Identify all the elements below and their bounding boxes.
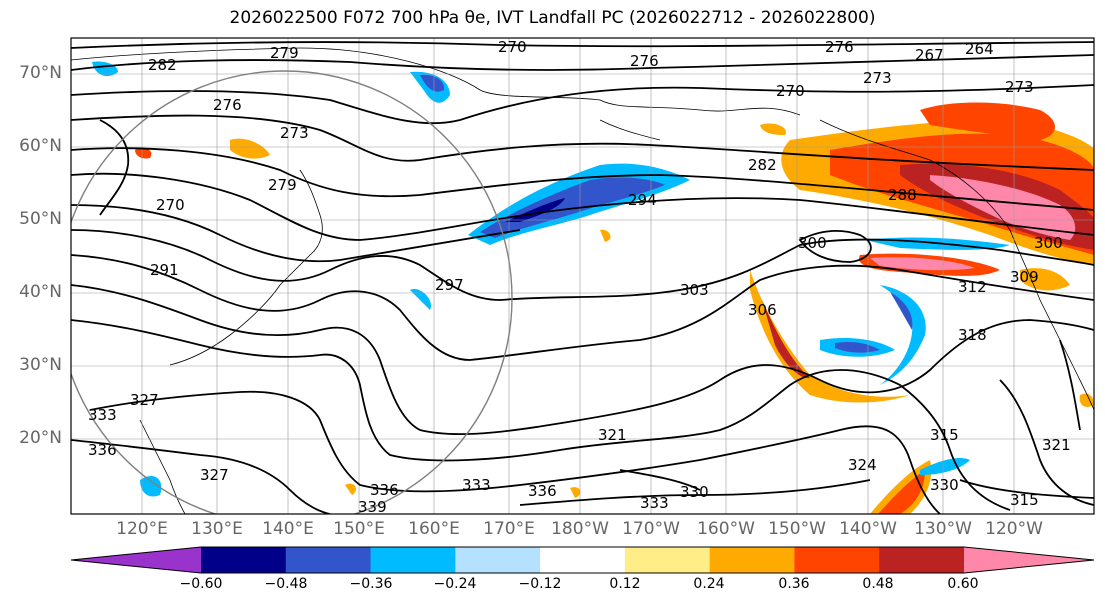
colorbar-swatch bbox=[964, 547, 1094, 573]
contour-label: 273 bbox=[863, 69, 892, 87]
colorbar bbox=[70, 546, 1095, 574]
colorbar-tick-label: −0.60 bbox=[179, 576, 223, 592]
contour-label: 273 bbox=[280, 124, 309, 142]
colorbar-tick-label: −0.48 bbox=[264, 576, 308, 592]
colorbar-tick-label: 0.60 bbox=[947, 576, 979, 592]
contour-label: 267 bbox=[915, 46, 944, 64]
contour-label: 291 bbox=[150, 261, 179, 279]
contour-label: 336 bbox=[528, 482, 557, 500]
lon-label: 150°E bbox=[333, 519, 385, 539]
colorbar-tick-label: −0.36 bbox=[349, 576, 393, 592]
plot-title: 2026022500 F072 700 hPa θe, IVT Landfall… bbox=[229, 8, 876, 28]
lon-label: 120°W bbox=[985, 519, 1043, 539]
lat-label: 40°N bbox=[19, 282, 62, 302]
contour-label: 297 bbox=[435, 276, 464, 294]
contour-label: 336 bbox=[88, 441, 117, 459]
colorbar-swatch bbox=[794, 547, 880, 573]
contour-label: 279 bbox=[268, 176, 297, 194]
theta-e-contours bbox=[71, 41, 1094, 514]
lat-label: 30°N bbox=[19, 355, 62, 375]
contour-label: 333 bbox=[88, 406, 117, 424]
contour-label: 282 bbox=[748, 156, 777, 174]
lat-label: 60°N bbox=[19, 136, 62, 156]
contour-label: 321 bbox=[1042, 436, 1071, 454]
contour-label: 276 bbox=[630, 52, 659, 70]
lat-label: 70°N bbox=[19, 63, 62, 83]
colorbar-tick-label: 0.48 bbox=[862, 576, 894, 592]
colorbar-tick-label: 0.24 bbox=[693, 576, 725, 592]
contour-labels: 282 279 276 276 270 267 264 273 270 276 … bbox=[88, 38, 1071, 516]
contour-label: 279 bbox=[270, 44, 299, 62]
lat-label: 50°N bbox=[19, 209, 62, 229]
lon-label: 160°E bbox=[408, 519, 460, 539]
colorbar-tick-label: −0.24 bbox=[433, 576, 477, 592]
colorbar-swatches bbox=[70, 546, 1095, 574]
map-panel: 282 279 276 276 270 267 264 273 270 276 … bbox=[70, 37, 1095, 516]
contour-label: 288 bbox=[888, 186, 917, 204]
colorbar-tick-label: 0.36 bbox=[778, 576, 810, 592]
colorbar-tick-label: −0.12 bbox=[518, 576, 562, 592]
contour-label: 303 bbox=[680, 281, 709, 299]
contour-label: 315 bbox=[930, 426, 959, 444]
colorbar-swatch bbox=[624, 547, 711, 573]
lon-label: 170°E bbox=[483, 519, 535, 539]
contour-label: 339 bbox=[358, 498, 387, 516]
landfall-circle bbox=[71, 70, 513, 514]
lon-label: 170°W bbox=[622, 519, 680, 539]
lon-label: 160°W bbox=[697, 519, 755, 539]
contour-label: 318 bbox=[958, 326, 987, 344]
contour-label: 309 bbox=[1010, 268, 1039, 286]
lon-label: 150°W bbox=[768, 519, 826, 539]
coastlines bbox=[71, 47, 1094, 514]
contour-label: 300 bbox=[1034, 234, 1063, 252]
lon-label: 180°W bbox=[551, 519, 609, 539]
contour-label: 300 bbox=[798, 234, 827, 252]
contour-label: 282 bbox=[148, 56, 177, 74]
contour-label: 270 bbox=[776, 82, 805, 100]
colorbar-swatch bbox=[285, 547, 372, 573]
ivt-pc-shading bbox=[92, 61, 1094, 514]
contour-label: 273 bbox=[1005, 78, 1034, 96]
contour-label: 327 bbox=[200, 466, 229, 484]
colorbar-swatch bbox=[709, 547, 795, 573]
contour-label: 315 bbox=[1010, 491, 1039, 509]
contour-label: 333 bbox=[640, 494, 669, 512]
contour-label: 321 bbox=[598, 426, 627, 444]
colorbar-swatch bbox=[540, 547, 626, 573]
contour-label: 312 bbox=[958, 278, 987, 296]
lon-label: 140°E bbox=[262, 519, 314, 539]
contour-label: 333 bbox=[462, 476, 491, 494]
contour-label: 276 bbox=[825, 38, 854, 56]
gridlines bbox=[71, 38, 1094, 514]
contour-label: 306 bbox=[748, 301, 777, 319]
colorbar-tick-label: 0.12 bbox=[609, 576, 641, 592]
colorbar-swatch bbox=[455, 547, 541, 573]
colorbar-swatch bbox=[879, 547, 965, 573]
map-content: 282 279 276 276 270 267 264 273 270 276 … bbox=[71, 38, 1094, 516]
contour-label: 330 bbox=[680, 483, 709, 501]
colorbar-outline bbox=[70, 546, 1095, 574]
map-frame bbox=[70, 37, 1095, 515]
contour-label: 270 bbox=[498, 38, 527, 56]
contour-label: 330 bbox=[930, 476, 959, 494]
contour-label: 294 bbox=[628, 191, 657, 209]
lat-label: 20°N bbox=[19, 428, 62, 448]
lon-label: 130°E bbox=[191, 519, 243, 539]
contour-label: 270 bbox=[156, 196, 185, 214]
colorbar-swatch bbox=[71, 547, 201, 573]
colorbar-swatch bbox=[370, 547, 456, 573]
lon-label: 120°E bbox=[116, 519, 168, 539]
lon-label: 140°W bbox=[839, 519, 897, 539]
contour-label: 336 bbox=[370, 481, 399, 499]
contour-label: 264 bbox=[965, 40, 994, 58]
contour-label: 324 bbox=[848, 456, 877, 474]
contour-label: 276 bbox=[213, 96, 242, 114]
colorbar-swatch bbox=[201, 547, 287, 573]
contour-label: 327 bbox=[130, 391, 159, 409]
lon-label: 130°W bbox=[914, 519, 972, 539]
